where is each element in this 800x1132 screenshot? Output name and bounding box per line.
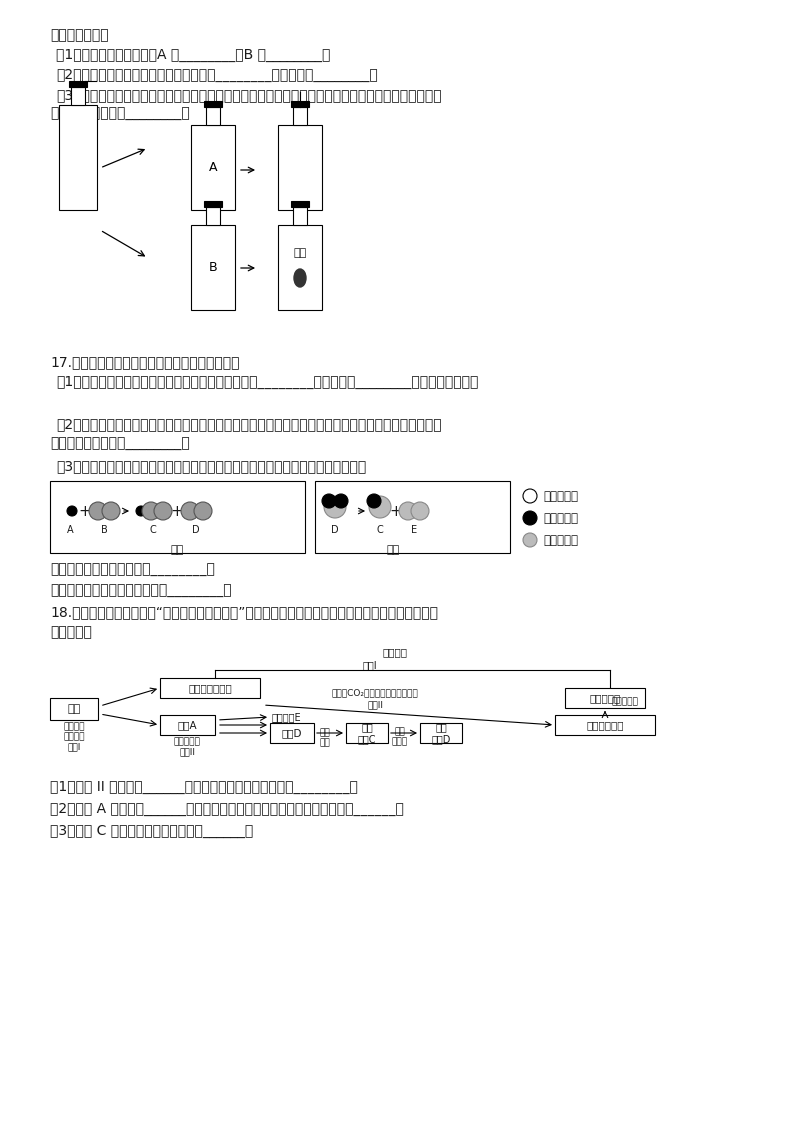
Bar	[191, 125, 235, 211]
Text: 如下实验：: 如下实验：	[50, 625, 92, 638]
Text: B: B	[101, 525, 107, 535]
Bar	[59, 105, 97, 211]
Circle shape	[334, 494, 348, 508]
Bar	[291, 201, 309, 207]
Bar	[160, 678, 260, 698]
Circle shape	[181, 501, 199, 520]
Text: A: A	[209, 161, 218, 174]
Bar	[291, 101, 309, 108]
Bar	[293, 108, 307, 125]
Circle shape	[102, 501, 120, 520]
Text: +: +	[78, 504, 91, 518]
Text: 17.空气、水、燃料是人类赖以生存的自然资源．: 17.空气、水、燃料是人类赖以生存的自然资源．	[50, 355, 239, 369]
Circle shape	[322, 494, 336, 508]
Bar	[206, 108, 220, 125]
Text: （2）探究得出氧气的部分性质：物理性质________；化学性质________；: （2）探究得出氧气的部分性质：物理性质________；化学性质________…	[56, 68, 378, 82]
Circle shape	[523, 489, 537, 503]
Ellipse shape	[294, 269, 306, 288]
Text: 适量
稀硫酸: 适量 稀硫酸	[392, 727, 408, 746]
Text: A: A	[66, 525, 74, 535]
Text: 含铝的钓盐滤液: 含铝的钓盐滤液	[188, 683, 232, 693]
Bar	[270, 723, 314, 743]
Text: （3）自来水消毒过程中常会发生如下化学反应，其反应的微观过程可用下图表示：: （3）自来水消毒过程中常会发生如下化学反应，其反应的微观过程可用下图表示：	[56, 458, 366, 473]
Circle shape	[369, 496, 391, 518]
Bar	[293, 207, 307, 225]
Text: （3）除了以上的探究内容外，该同学还可以从哪些方面探究氧气的性质？请你帮助该同学设计一实验探: （3）除了以上的探究内容外，该同学还可以从哪些方面探究氧气的性质？请你帮助该同学…	[56, 88, 442, 102]
Text: （3）固体 C 与稀硒酸反应的方程式为______。: （3）固体 C 与稀硒酸反应的方程式为______。	[50, 824, 254, 838]
Bar	[204, 101, 222, 108]
Bar	[420, 723, 462, 743]
Text: 通足量CO₂气体，过滤并洗涤沉淠: 通足量CO₂气体，过滤并洗涤沉淠	[332, 688, 418, 697]
Circle shape	[399, 501, 417, 520]
Circle shape	[523, 511, 537, 525]
Bar	[69, 82, 87, 87]
Text: （1）操作 II 的名称是______；该操作需用到的铁制仪器为________。: （1）操作 II 的名称是______；该操作需用到的铁制仪器为________…	[50, 780, 358, 794]
Text: 氢氧化铝沉淠: 氢氧化铝沉淠	[586, 720, 624, 730]
Text: 写出图甲所示反应的化学方程式________。: 写出图甲所示反应的化学方程式________。	[50, 584, 232, 598]
Text: 表示氢原子: 表示氢原子	[543, 512, 578, 524]
Text: 滤液II: 滤液II	[367, 700, 383, 709]
Text: 氧化铝溶液: 氧化铝溶液	[590, 693, 621, 703]
Text: 18.兴趣小组的同学在开展“废物利用、减少污染”的活动中，取某工厂合金废料（含铝、铁、铜）进行: 18.兴趣小组的同学在开展“废物利用、减少污染”的活动中，取某工厂合金废料（含铝…	[50, 604, 438, 619]
Text: 适量稀盐酸: 适量稀盐酸	[612, 697, 639, 706]
Text: +: +	[170, 504, 183, 518]
Text: 图甲: 图甲	[170, 544, 184, 555]
Circle shape	[411, 501, 429, 520]
Circle shape	[154, 501, 172, 520]
Text: 图乙: 图乙	[386, 544, 400, 555]
Text: 究氧气的其他性质．________．: 究氧气的其他性质．________．	[50, 108, 190, 121]
Bar	[555, 715, 655, 735]
Text: 滤液I: 滤液I	[362, 660, 378, 670]
Circle shape	[367, 494, 381, 508]
Text: D: D	[331, 525, 339, 535]
Bar	[204, 201, 222, 207]
Bar	[160, 715, 215, 735]
Text: 滤液: 滤液	[272, 720, 284, 730]
Text: （1）人类时刻都离不开空气，是因为空气中的氧气能________，空气属于________（填物质类别）。: （1）人类时刻都离不开空气，是因为空气中的氧气能________，空气属于___…	[56, 375, 478, 389]
Text: 图乙所示反应的基本类型为________；: 图乙所示反应的基本类型为________；	[50, 563, 215, 577]
Text: 蓝色
溶液D: 蓝色 溶液D	[431, 722, 450, 744]
Text: 充分
灸烧: 充分 灸烧	[320, 728, 330, 747]
Circle shape	[523, 533, 537, 547]
Circle shape	[67, 506, 77, 516]
Text: B: B	[209, 261, 218, 274]
Circle shape	[324, 496, 346, 518]
Text: （2）固体 A 的成分是______；氢氧化铝沉淠与稀盐酸反应的化学方程式为______。: （2）固体 A 的成分是______；氢氧化铝沉淠与稀盐酸反应的化学方程式为__…	[50, 801, 404, 816]
Text: 昆虫: 昆虫	[294, 248, 306, 258]
Text: 足量稀硫酸
操作II: 足量稀硫酸 操作II	[174, 737, 201, 756]
Bar	[278, 225, 322, 310]
Bar	[50, 698, 98, 720]
Text: +: +	[390, 504, 402, 518]
Text: 无色气体E: 无色气体E	[272, 712, 302, 722]
Text: 足量盐酸: 足量盐酸	[382, 648, 407, 657]
Circle shape	[136, 506, 146, 516]
Text: E: E	[411, 525, 417, 535]
Text: （1）观察到的实验现象：A 瓶________；B 瓶________；: （1）观察到的实验现象：A 瓶________；B 瓶________；	[56, 48, 330, 62]
Text: 固体A: 固体A	[177, 720, 197, 730]
Bar	[191, 225, 235, 310]
Text: 请回答下列问题: 请回答下列问题	[50, 28, 109, 42]
Bar	[565, 688, 645, 708]
Text: 表示氯原子: 表示氯原子	[543, 533, 578, 547]
Text: 表示氧原子: 表示氧原子	[543, 489, 578, 503]
Text: D: D	[192, 525, 200, 535]
Text: 黑色
固体C: 黑色 固体C	[358, 722, 376, 744]
Bar	[315, 481, 510, 554]
Bar	[71, 87, 85, 105]
Bar	[278, 125, 322, 211]
Text: （2）为了保护环境，用煮作燃料的煮炉要适当增加进风口，将煮粉吹起使之剧烈燃烧，请解释这种做法: （2）为了保护环境，用煮作燃料的煮炉要适当增加进风口，将煮粉吹起使之剧烈燃烧，请…	[56, 417, 442, 431]
Text: 过量氢氧
化钓溶液
操作I: 过量氢氧 化钓溶液 操作I	[63, 722, 85, 752]
Bar	[346, 723, 388, 743]
Text: C: C	[150, 525, 156, 535]
Text: 固体D: 固体D	[282, 728, 302, 738]
Circle shape	[142, 501, 160, 520]
Text: C: C	[377, 525, 383, 535]
Circle shape	[194, 501, 212, 520]
Bar	[206, 207, 220, 225]
Bar	[50, 481, 305, 554]
Text: 合金: 合金	[67, 704, 81, 714]
Circle shape	[89, 501, 107, 520]
Text: 有利于节能的原因是________。: 有利于节能的原因是________。	[50, 437, 190, 451]
